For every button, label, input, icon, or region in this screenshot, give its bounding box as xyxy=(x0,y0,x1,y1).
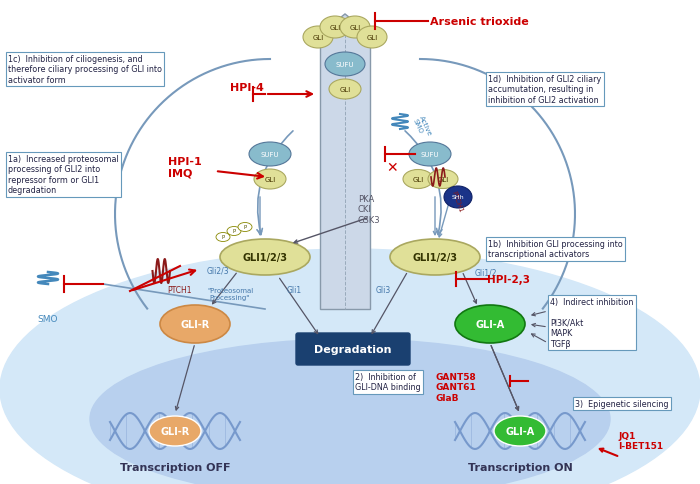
Text: SMO: SMO xyxy=(38,314,58,323)
Ellipse shape xyxy=(329,80,361,100)
Text: PTCH1: PTCH1 xyxy=(450,190,463,213)
Ellipse shape xyxy=(409,143,451,166)
Text: GLI-R: GLI-R xyxy=(160,426,190,436)
Text: Arsenic trioxide: Arsenic trioxide xyxy=(430,17,528,27)
Ellipse shape xyxy=(227,227,241,236)
Text: GLI: GLI xyxy=(265,177,276,182)
Ellipse shape xyxy=(455,305,525,343)
Text: Degradation: Degradation xyxy=(314,344,392,354)
Text: Active
SMO: Active SMO xyxy=(412,115,433,140)
Text: GLI: GLI xyxy=(349,25,360,31)
Text: 1c)  Inhibition of ciliogenesis, and
therefore ciliary processing of GLI into
ac: 1c) Inhibition of ciliogenesis, and ther… xyxy=(8,55,162,85)
Ellipse shape xyxy=(220,240,310,275)
Text: Gli2/3: Gli2/3 xyxy=(206,267,230,275)
Text: Transcription ON: Transcription ON xyxy=(468,462,573,472)
Ellipse shape xyxy=(238,223,252,232)
Text: GLI: GLI xyxy=(340,87,351,93)
Ellipse shape xyxy=(390,240,480,275)
Ellipse shape xyxy=(216,233,230,242)
Text: GLI: GLI xyxy=(412,177,423,182)
Text: JQ1
I-BET151: JQ1 I-BET151 xyxy=(618,431,663,451)
Text: 1b)  Inhibition GLI processing into
transcriptional activators: 1b) Inhibition GLI processing into trans… xyxy=(488,240,623,259)
Text: Gli3: Gli3 xyxy=(375,286,391,294)
Ellipse shape xyxy=(160,305,230,343)
Text: SHh: SHh xyxy=(452,195,464,200)
Text: P: P xyxy=(244,225,246,230)
Text: Gli1/2: Gli1/2 xyxy=(475,269,498,277)
Ellipse shape xyxy=(340,17,370,39)
Text: "Proteosomal
Processing": "Proteosomal Processing" xyxy=(207,287,253,301)
Text: 2)  Inhibition of
GLI-DNA binding: 2) Inhibition of GLI-DNA binding xyxy=(355,372,421,392)
Text: Transcription OFF: Transcription OFF xyxy=(120,462,230,472)
Text: GANT58
GANT61
GlaB: GANT58 GANT61 GlaB xyxy=(435,372,476,402)
Text: HPI-2,3: HPI-2,3 xyxy=(487,274,530,285)
Text: HPI-4: HPI-4 xyxy=(230,83,264,93)
Text: GLI-R: GLI-R xyxy=(181,319,209,329)
Ellipse shape xyxy=(0,249,700,484)
Bar xyxy=(320,35,370,309)
Text: PTCH1: PTCH1 xyxy=(168,286,193,294)
Text: GLI: GLI xyxy=(438,177,449,182)
Polygon shape xyxy=(320,15,370,35)
Text: PKA
CKI
GSK3: PKA CKI GSK3 xyxy=(358,195,381,225)
Ellipse shape xyxy=(325,53,365,77)
Ellipse shape xyxy=(403,170,433,189)
Text: ✕: ✕ xyxy=(386,161,398,175)
Ellipse shape xyxy=(254,170,286,190)
Ellipse shape xyxy=(494,416,546,446)
Text: GLI1/2/3: GLI1/2/3 xyxy=(242,253,288,262)
Text: SUFU: SUFU xyxy=(260,151,279,158)
Text: GLI: GLI xyxy=(366,35,377,41)
Text: HPI-1
IMQ: HPI-1 IMQ xyxy=(168,157,202,179)
Ellipse shape xyxy=(428,170,458,189)
Text: GLI: GLI xyxy=(312,35,323,41)
Text: 1a)  Increased proteosomal
processing of GLI2 into
repressor form or GLI1
degrad: 1a) Increased proteosomal processing of … xyxy=(8,155,119,195)
Text: Gli1: Gli1 xyxy=(286,286,302,294)
Ellipse shape xyxy=(149,416,201,446)
Text: 4)  Indirect inhibition

PI3K/Akt
MAPK
TGFβ: 4) Indirect inhibition PI3K/Akt MAPK TGF… xyxy=(550,297,634,348)
Text: P: P xyxy=(221,235,225,240)
Text: GLI-A: GLI-A xyxy=(475,319,505,329)
Ellipse shape xyxy=(357,27,387,49)
Text: GLI: GLI xyxy=(330,25,341,31)
FancyBboxPatch shape xyxy=(296,333,410,365)
Ellipse shape xyxy=(90,339,610,484)
Ellipse shape xyxy=(303,27,333,49)
Text: 1d)  Inhibition of GLI2 ciliary
accumutation, resulting in
inhibition of GLI2 ac: 1d) Inhibition of GLI2 ciliary accumutat… xyxy=(488,75,601,105)
Ellipse shape xyxy=(320,17,350,39)
Text: GLI1/2/3: GLI1/2/3 xyxy=(412,253,458,262)
Text: 3)  Epigenetic silencing: 3) Epigenetic silencing xyxy=(575,399,668,408)
Ellipse shape xyxy=(249,143,291,166)
Text: SUFU: SUFU xyxy=(421,151,440,158)
Text: GLI-A: GLI-A xyxy=(505,426,535,436)
Text: P: P xyxy=(232,229,236,234)
Text: SUFU: SUFU xyxy=(336,62,354,68)
Ellipse shape xyxy=(444,187,472,209)
